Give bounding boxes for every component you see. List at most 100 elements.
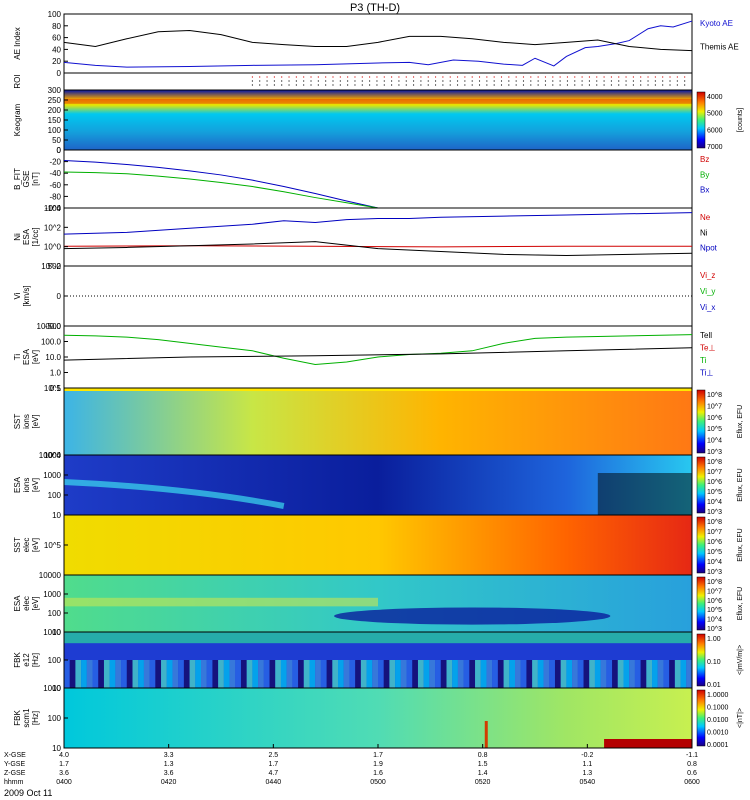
esa_e-colorbar-label: Eflux, EFU bbox=[737, 587, 744, 620]
ephemeris-value: 0.8 bbox=[687, 761, 697, 768]
vi-legend-item: Vi_y bbox=[700, 287, 715, 296]
fbk-e12-column bbox=[680, 660, 687, 688]
vi-legend-item: Vi_x bbox=[700, 303, 715, 312]
ni-legend-item: Npot bbox=[700, 244, 718, 253]
fbk-e12-column bbox=[652, 660, 658, 688]
roi-dot bbox=[317, 80, 319, 82]
roi-dot bbox=[632, 80, 634, 82]
fbk_e-ylabel: [Hz] bbox=[31, 653, 40, 667]
ae-ytick-label: 40 bbox=[52, 45, 61, 54]
roi-dot bbox=[464, 80, 466, 82]
fbk_b-colorbar-tick: 0.0001 bbox=[707, 742, 729, 749]
ni-ytick-label: 10^0 bbox=[44, 243, 62, 252]
esa-ion-band bbox=[63, 479, 285, 509]
keogram-aurora-band bbox=[64, 99, 692, 104]
fbk_e-colorbar-tick: 0.01 bbox=[707, 682, 721, 689]
esa_e-colorbar-tick: 10^5 bbox=[707, 607, 722, 614]
roi-dot bbox=[515, 76, 517, 78]
fbk-e12-column bbox=[657, 660, 664, 688]
sst_i-ylabel: [eV] bbox=[31, 414, 40, 428]
fbk-e12-column bbox=[503, 660, 510, 688]
fbk-e12-column bbox=[195, 660, 202, 688]
fbk_e-colorbar-tick: 1.00 bbox=[707, 636, 721, 643]
roi-dot bbox=[647, 84, 649, 86]
esa_e-ytick-label: 10 bbox=[52, 628, 61, 637]
roi-dot bbox=[266, 76, 268, 78]
roi-dot bbox=[295, 76, 297, 78]
esa_e-ylabel: elec bbox=[22, 596, 31, 611]
plot-title: P3 (TH-D) bbox=[350, 2, 400, 14]
fbk-e12-column bbox=[292, 660, 299, 688]
roi-dot bbox=[310, 76, 312, 78]
keogram-ytick-label: 0 bbox=[57, 146, 62, 155]
roi-dot bbox=[500, 80, 503, 82]
fbk_b-ytick-label: 1000 bbox=[43, 684, 61, 693]
fbk-e12-column bbox=[109, 660, 116, 688]
fbk_b-colorbar-tick: 0.0010 bbox=[707, 730, 729, 737]
bfit-legend-item: By bbox=[700, 170, 709, 179]
roi-dot bbox=[434, 84, 437, 86]
fbk-e12-column bbox=[183, 660, 190, 688]
roi-dot bbox=[332, 76, 334, 78]
roi-dot bbox=[493, 76, 495, 78]
fbk-e12-column bbox=[240, 660, 247, 688]
fbk-e12-column bbox=[663, 660, 670, 688]
fbk-e12-column bbox=[486, 660, 493, 688]
fbk-e12-column bbox=[577, 660, 584, 688]
fbk-e12-column bbox=[600, 660, 607, 688]
ephemeris-value: 3.3 bbox=[164, 752, 174, 759]
ae-legend-item: Themis AE bbox=[700, 43, 739, 52]
fbk_b-colorbar-label: <|nT|> bbox=[737, 708, 744, 728]
esa_e-colorbar-tick: 10^7 bbox=[707, 588, 722, 595]
roi-dot bbox=[603, 80, 605, 82]
ni-ylabel: ESA bbox=[22, 228, 31, 245]
fbk-e12-column bbox=[452, 660, 458, 688]
roi-dot bbox=[427, 80, 429, 82]
fbk_b-ylabel: [Hz] bbox=[31, 711, 40, 725]
esa_i-colorbar-tick: 10^7 bbox=[707, 469, 722, 476]
sst_e-colorbar-tick: 10^8 bbox=[707, 519, 722, 526]
roi-dot bbox=[552, 80, 554, 82]
fbk_b-ylabel: FBK bbox=[13, 710, 22, 726]
sst_e-colorbar-tick: 10^3 bbox=[707, 569, 722, 576]
roi-dot bbox=[354, 80, 356, 82]
roi-dot bbox=[369, 84, 371, 86]
roi-dot bbox=[325, 76, 327, 78]
ephemeris-value: 0540 bbox=[580, 779, 596, 786]
ti-legend-item: Te⊥ bbox=[700, 344, 715, 353]
roi-dot bbox=[273, 80, 275, 82]
ephemeris-value: 0500 bbox=[370, 779, 386, 786]
roi-dot bbox=[486, 80, 488, 82]
fbk-e12-column bbox=[75, 660, 82, 688]
ephemeris-value: 1.6 bbox=[373, 770, 383, 777]
roi-dot bbox=[376, 80, 378, 82]
esa_i-colorbar-label: Eflux, EFU bbox=[737, 468, 744, 501]
roi-dot bbox=[266, 84, 268, 86]
roi-dot bbox=[596, 76, 598, 78]
esa_i-ytick-label: 10 bbox=[52, 511, 61, 520]
esa_i-colorbar-tick: 10^8 bbox=[707, 459, 722, 466]
roi-dot bbox=[251, 80, 253, 82]
roi-dot bbox=[383, 76, 385, 78]
roi-dot bbox=[515, 84, 517, 86]
roi-dot bbox=[383, 84, 385, 86]
ni-legend-item: Ne bbox=[700, 213, 711, 222]
ni-ylabel: Ni bbox=[13, 233, 22, 241]
roi-ylabel: ROI bbox=[13, 74, 22, 88]
roi-panel: ROI bbox=[13, 72, 693, 91]
roi-dot bbox=[405, 76, 407, 78]
fbk-e12-column bbox=[560, 660, 567, 688]
roi-dot bbox=[259, 84, 261, 86]
roi-dot bbox=[456, 76, 459, 78]
fbk_e-ytick-label: 100 bbox=[48, 656, 62, 665]
roi-dot bbox=[522, 76, 525, 78]
roi-dot bbox=[581, 76, 583, 78]
roi-dot bbox=[669, 80, 671, 82]
roi-dot bbox=[559, 76, 561, 78]
roi-dot bbox=[662, 80, 664, 82]
esa_i-spectrogram-fill bbox=[64, 455, 692, 515]
esa_i-colorbar-tick: 10^5 bbox=[707, 489, 722, 496]
roi-dot bbox=[566, 76, 569, 78]
roi-dot bbox=[603, 84, 605, 86]
roi-dot bbox=[676, 84, 678, 86]
